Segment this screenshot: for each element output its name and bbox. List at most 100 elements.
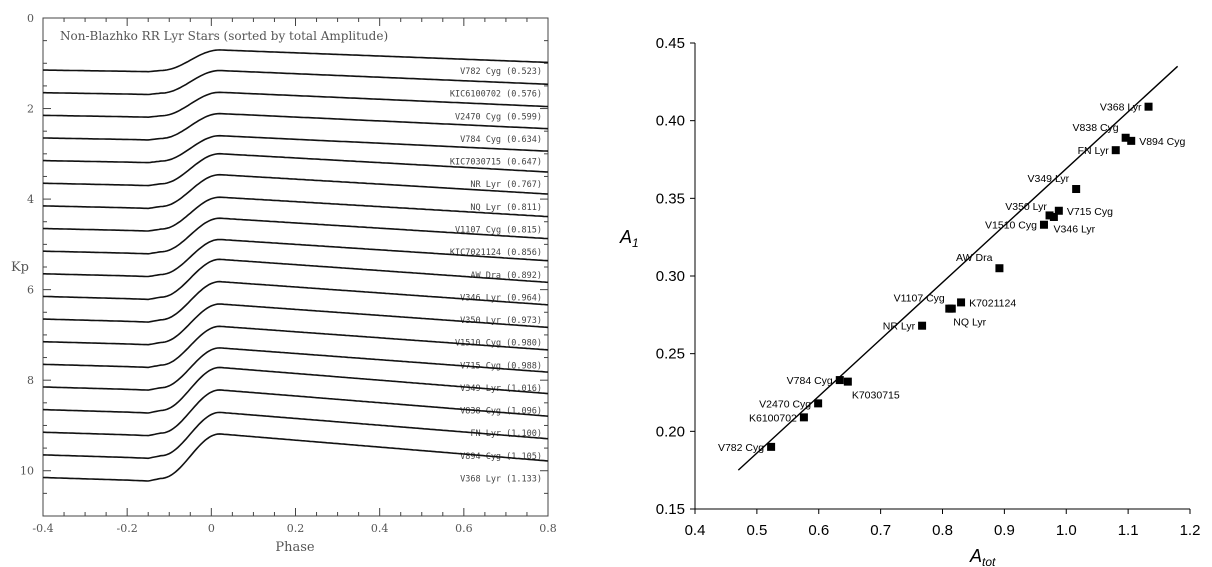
light-curve-label: V715 Cyg (0.988) <box>460 361 542 371</box>
right-plot-area: 0.4 0.5 0.6 0.7 0.8 0.9 1.0 1.1 1.2 0.15 0.20 0.25 0… <box>656 35 1201 539</box>
light-curve <box>42 433 549 482</box>
right-x-tick-label: 0.4 <box>685 522 706 539</box>
light-curve <box>43 217 549 255</box>
left-chart-title: Non-Blazhko RR Lyr Stars (sorted by tota… <box>60 29 388 43</box>
data-point <box>947 304 956 313</box>
light-curve-label: V784 Cyg (0.634) <box>460 135 542 145</box>
left-x-tick-label: 0 <box>208 522 215 535</box>
left-y-tick-label: 4 <box>27 193 34 206</box>
light-curve-label: V346 Lyr (0.964) <box>460 293 542 303</box>
left-y-tick-label: 6 <box>27 284 34 297</box>
light-curve-label: V1510 Cyg (0.980) <box>455 339 542 349</box>
left-x-tick-label: 0.4 <box>371 522 389 535</box>
data-point <box>1039 220 1048 229</box>
data-point <box>957 298 966 307</box>
right-x-tick-label: 1.0 <box>1056 522 1077 539</box>
left-x-tick-label: -0.2 <box>117 522 138 535</box>
light-curve <box>42 303 549 346</box>
right-x-tick-label: 0.5 <box>746 522 767 539</box>
fit-line <box>737 65 1179 471</box>
light-curve <box>42 258 549 301</box>
data-point-label: FN Lyr <box>1078 145 1110 157</box>
left-y-tick-label: 2 <box>27 103 34 116</box>
light-curve-label: KIC6100702 (0.576) <box>450 90 542 100</box>
right-x-axis-label: Atot <box>969 546 996 567</box>
right-x-tick-label: 1.2 <box>1180 522 1201 539</box>
left-x-tick-label: 0.8 <box>539 522 557 535</box>
data-point-label: AW Dra <box>956 252 993 264</box>
right-y-tick-label: 0.45 <box>656 35 685 52</box>
right-x-tick-label: 0.6 <box>808 522 829 539</box>
data-point-label: V350 Lyr <box>1005 201 1047 213</box>
left-y-tick-label: 8 <box>27 374 34 387</box>
data-point <box>767 442 776 451</box>
light-curve-label: V350 Lyr (0.973) <box>460 316 542 326</box>
data-point-label: V784 Cyg <box>787 375 833 387</box>
light-curves-chart: Non-Blazhko RR Lyr Stars (sorted by tota… <box>11 12 557 555</box>
right-y-tick-label: 0.40 <box>656 113 685 130</box>
right-x-tick-label: 0.7 <box>870 522 891 539</box>
right-y-tick-label: 0.20 <box>656 423 685 440</box>
data-point-label: V346 Lyr <box>1054 223 1096 235</box>
light-curve <box>42 325 549 369</box>
light-curve <box>43 49 549 73</box>
light-curve <box>43 347 549 391</box>
light-curve-label: V349 Lyr (1.016) <box>460 384 542 394</box>
light-curve-label: V368 Lyr (1.133) <box>460 475 542 485</box>
left-y-axis-label: Kp <box>11 260 29 275</box>
left-y-tick-label: 10 <box>20 465 34 478</box>
left-x-tick-label: 0.6 <box>455 522 473 535</box>
light-curve <box>43 280 549 323</box>
data-point-label: NQ Lyr <box>953 317 986 329</box>
right-y-tick-label: 0.15 <box>656 501 685 518</box>
light-curve-label: V2470 Cyg (0.599) <box>455 112 542 122</box>
light-curve <box>43 238 549 278</box>
light-curve <box>43 69 549 96</box>
data-point-label: V1107 Cyg <box>894 293 945 305</box>
data-point-label: V349 Lyr <box>1028 173 1070 185</box>
data-point <box>1045 211 1054 220</box>
light-curve-label: AW Dra (0.892) <box>470 271 542 281</box>
left-y-tick-label: 0 <box>27 12 34 25</box>
left-plot-area: -0.4 -0.2 0 0.2 0.4 0.6 0.8 0 2 4 6 8 10 V782 Cyg (0.… <box>20 12 557 535</box>
right-x-tick-label: 1.1 <box>1118 522 1139 539</box>
light-curve <box>43 134 549 164</box>
data-point <box>1144 102 1153 111</box>
data-point-label: K7021124 <box>969 297 1016 309</box>
light-curve <box>42 389 549 437</box>
data-point-label: V715 Cyg <box>1067 206 1113 218</box>
data-point-label: V368 Lyr <box>1100 102 1142 114</box>
data-point <box>1127 136 1136 145</box>
data-point <box>918 321 927 330</box>
data-point <box>799 413 808 422</box>
light-curve <box>42 366 549 414</box>
light-curve-label: KIC7030715 (0.647) <box>450 158 542 168</box>
data-point-label: NR Lyr <box>883 321 916 333</box>
data-point <box>1111 146 1120 155</box>
data-point-label: V782 Cyg <box>718 442 764 454</box>
light-curve-label: V782 Cyg (0.523) <box>460 67 542 77</box>
left-x-tick-label: 0.2 <box>287 522 305 535</box>
light-curve <box>43 112 549 141</box>
light-curve <box>42 152 549 187</box>
data-point <box>843 377 852 386</box>
data-point-label: K6100702 <box>749 412 797 424</box>
data-point-label: V2470 Cyg <box>759 398 811 410</box>
right-y-tick-label: 0.30 <box>656 268 685 285</box>
data-point <box>835 376 844 385</box>
right-x-tick-label: 0.9 <box>994 522 1015 539</box>
left-x-axis-label: Phase <box>275 540 315 555</box>
data-point-label: V894 Cyg <box>1139 136 1185 148</box>
data-point <box>1072 185 1081 194</box>
light-curve-label: KIC7021124 (0.856) <box>450 248 542 258</box>
right-x-tick-label: 0.8 <box>932 522 953 539</box>
left-x-tick-label: -0.4 <box>32 522 53 535</box>
light-curve <box>42 91 549 119</box>
light-curve-label: FN Lyr (1.100) <box>470 429 542 439</box>
light-curve <box>43 411 549 460</box>
data-point-label: V838 Cyg <box>1073 122 1119 134</box>
amplitude-scatter-chart: 0.4 0.5 0.6 0.7 0.8 0.9 1.0 1.1 1.2 0.15 0.20 0.25 0… <box>619 35 1201 567</box>
light-curve <box>42 196 549 232</box>
data-point <box>1054 206 1063 215</box>
light-curve-label: NQ Lyr (0.811) <box>470 203 542 213</box>
